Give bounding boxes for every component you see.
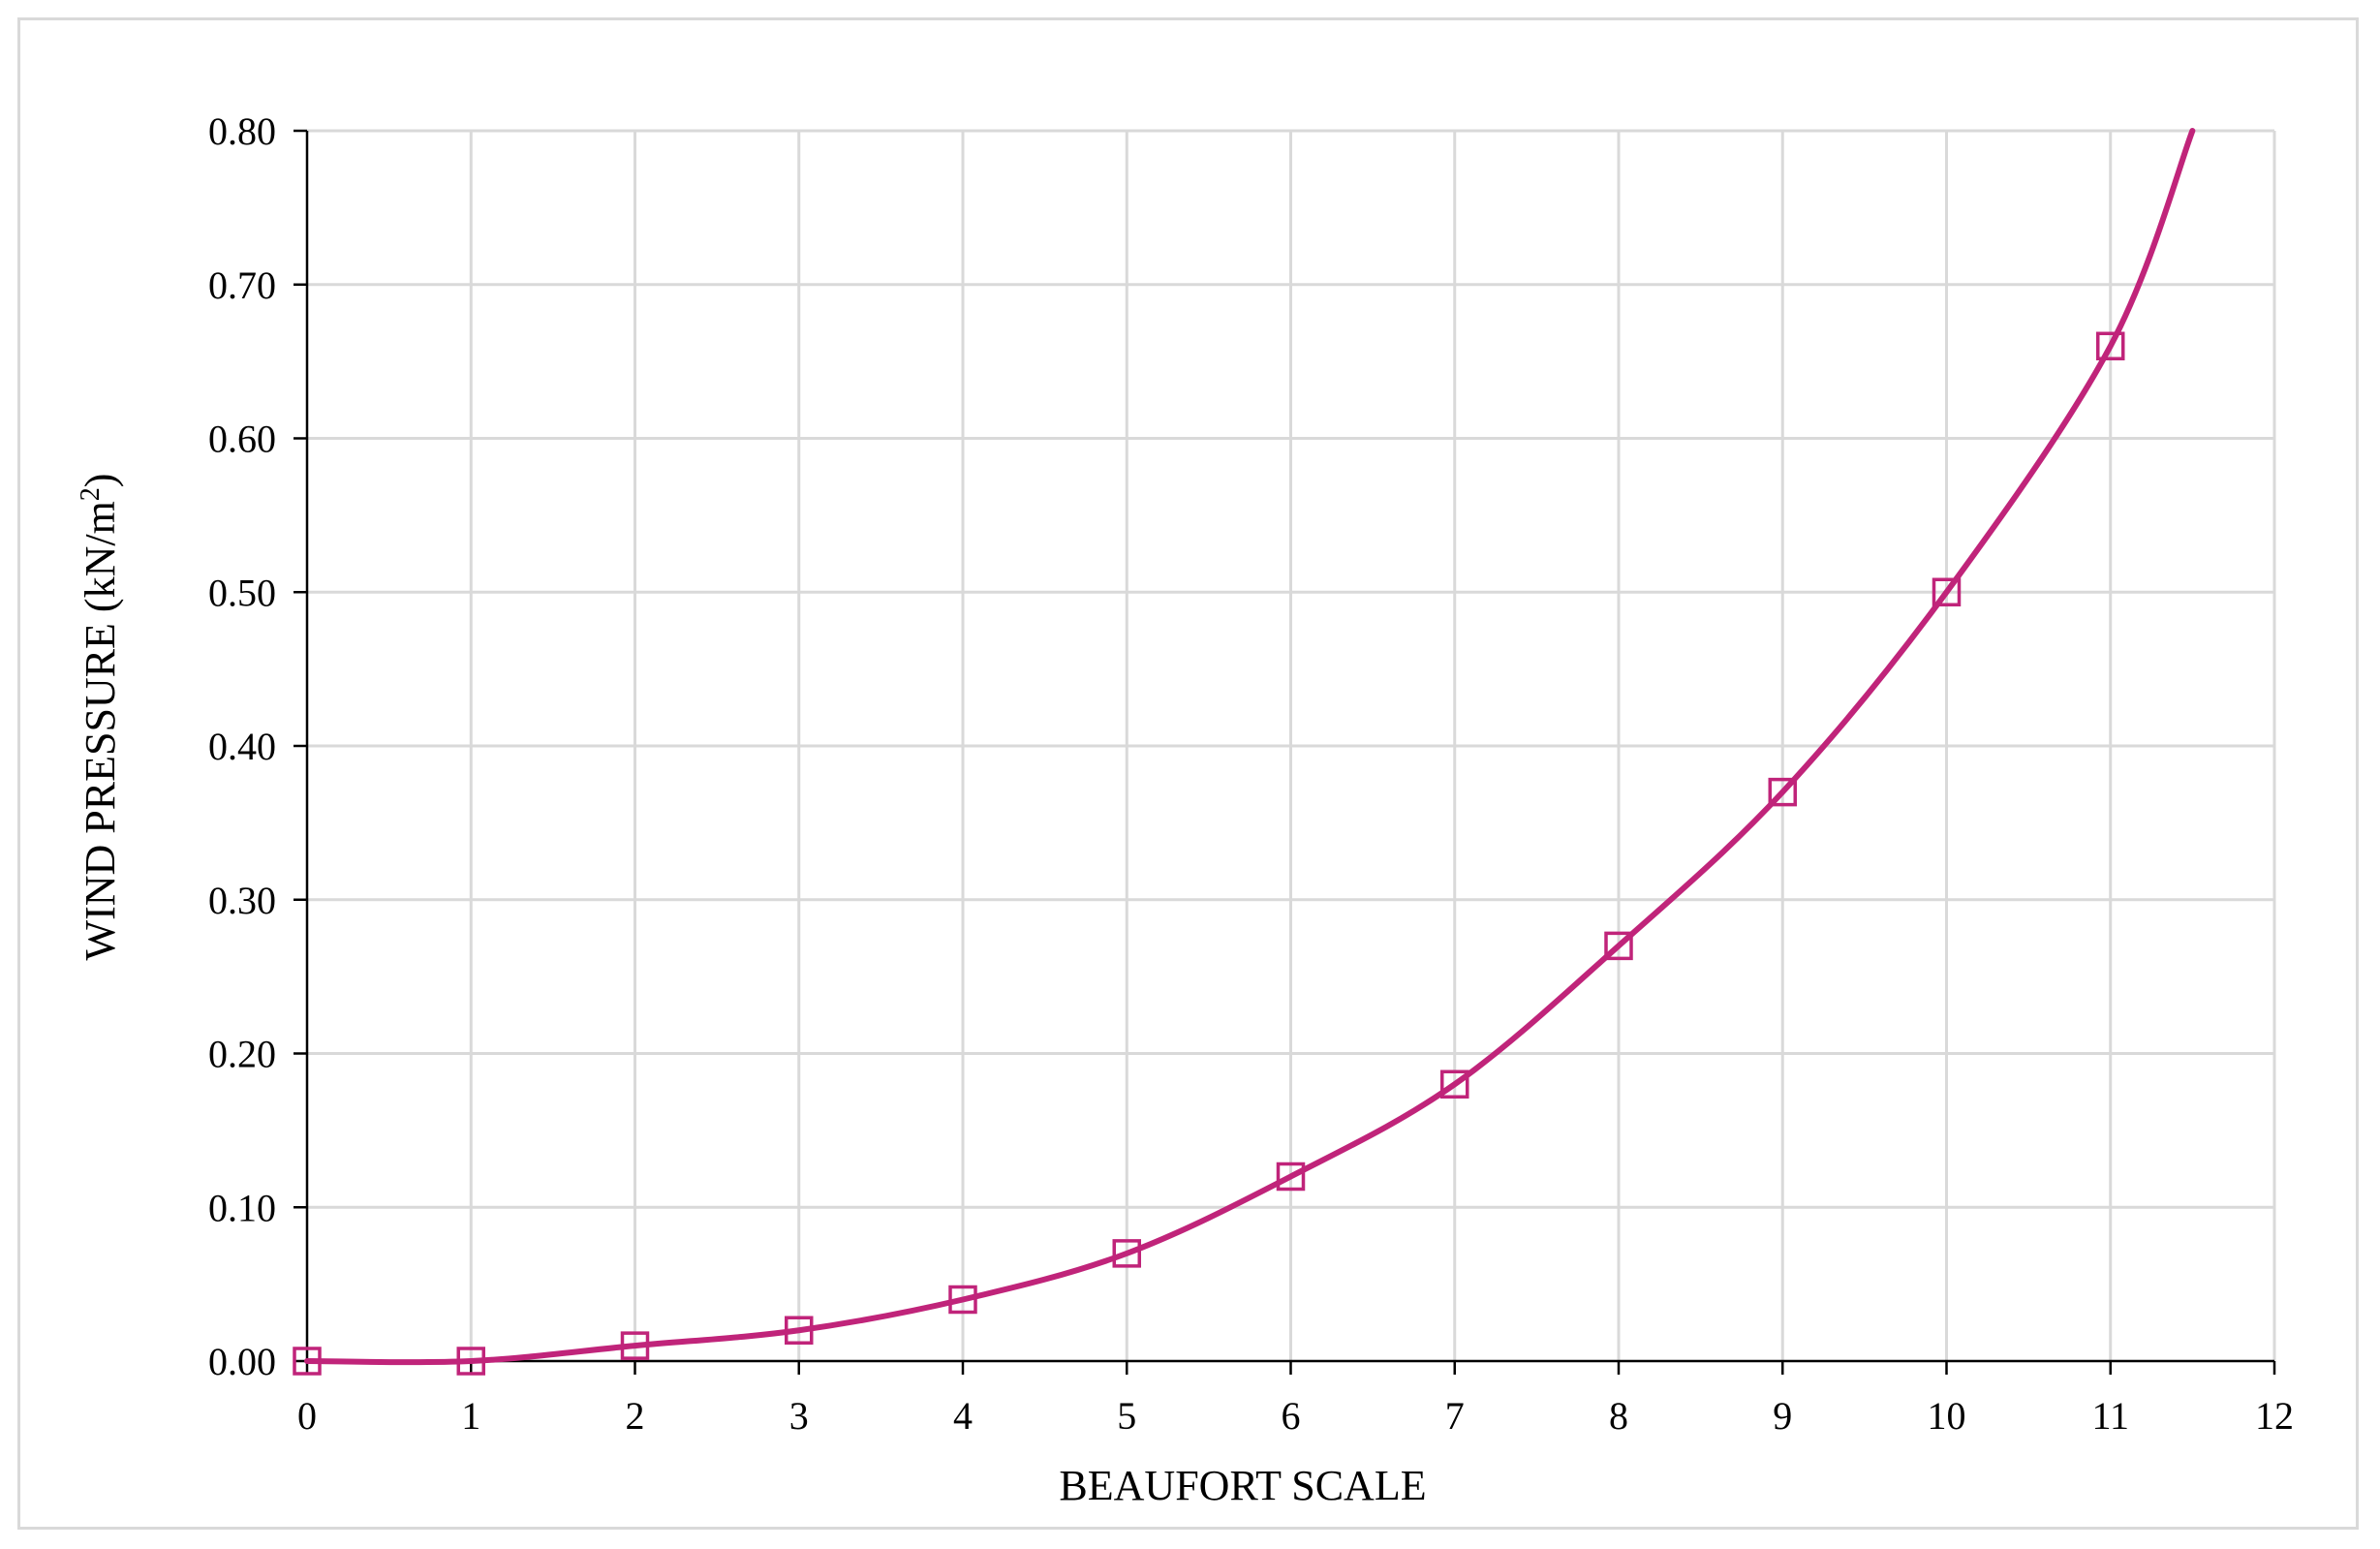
x-tick-label: 0 [297,1394,317,1438]
x-tick-label: 1 [461,1394,480,1438]
y-axis-title-superscript: 2 [76,487,106,501]
data-point [1112,1239,1141,1268]
tick-labels: 0 1 2 3 4 5 6 7 8 9 10 11 120.000.100.200.300.400.50… [208,109,2294,1438]
x-tick-label: 12 [2255,1394,2294,1438]
x-tick-label: 11 [2091,1394,2129,1438]
data-point [456,1347,485,1376]
data-point [1276,1162,1306,1192]
data-point [948,1285,977,1315]
x-tick-label: 10 [1928,1394,1966,1438]
data-point [1440,1069,1469,1099]
y-tick-label: 0.10 [208,1186,276,1229]
data-point [1604,931,1633,961]
x-tick-label: 6 [1282,1394,1301,1438]
y-tick-label: 0.50 [208,571,276,614]
y-tick-label: 0.80 [208,109,276,153]
x-tick-label: 5 [1117,1394,1136,1438]
data-point [785,1316,814,1345]
x-tick-label: 9 [1773,1394,1792,1438]
x-tick-label: 7 [1445,1394,1465,1438]
y-axis-title-suffix: ) [77,474,124,488]
x-tick-label: 2 [626,1394,645,1438]
data-point [1932,577,1962,606]
x-tick-label: 4 [953,1394,973,1438]
y-tick-label: 0.30 [208,879,276,922]
data-point [293,1347,322,1376]
series-markers [293,331,2125,1376]
y-axis-title-main: WIND PRESSURE (kN/m [77,501,124,960]
grid [307,129,2276,1361]
data-point [620,1331,650,1360]
y-tick-label: 0.60 [208,418,276,461]
y-axis-title: WIND PRESSURE (kN/m2) [76,474,124,961]
x-axis-title: BEAUFORT SCALE [1059,1462,1426,1509]
y-tick-label: 0.00 [208,1340,276,1383]
y-tick-label: 0.20 [208,1033,276,1076]
y-tick-label: 0.40 [208,725,276,768]
y-tick-label: 0.70 [208,263,276,307]
x-tick-label: 8 [1609,1394,1628,1438]
x-tick-label: 3 [789,1394,809,1438]
data-point [2096,331,2125,360]
chart-frame [17,17,2359,1530]
data-point [1768,777,1797,807]
